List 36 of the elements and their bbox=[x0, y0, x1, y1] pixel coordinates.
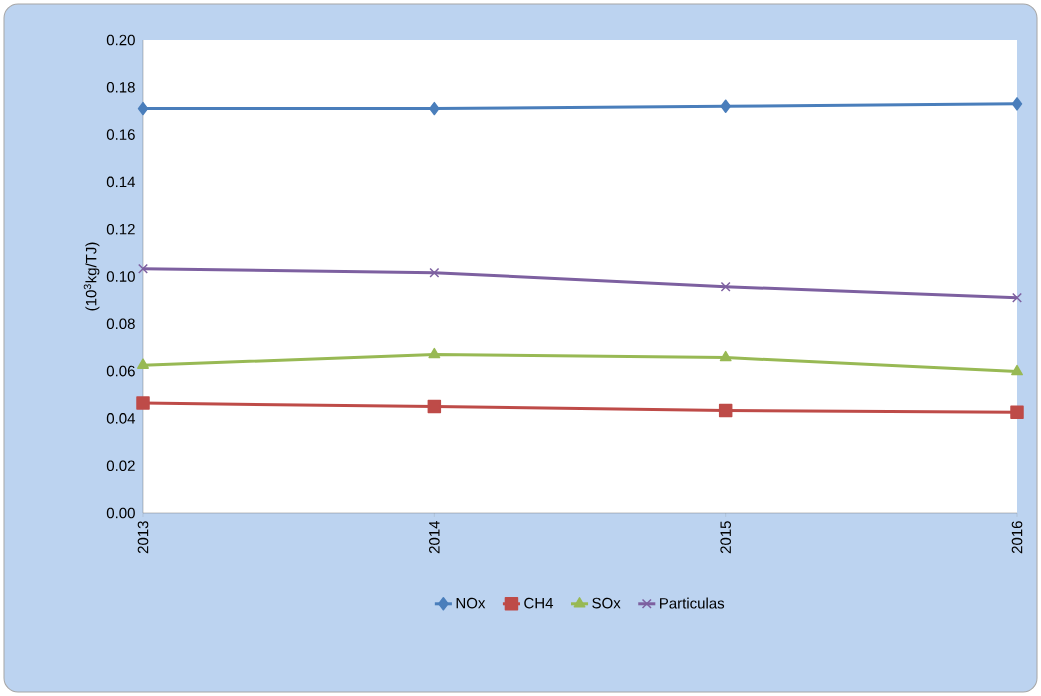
y-tick-label: 0.06 bbox=[106, 365, 135, 377]
x-tick-label: 2015 bbox=[720, 521, 731, 554]
y-tick-label: 0.02 bbox=[106, 460, 135, 471]
legend-label: CH4 bbox=[524, 597, 554, 609]
y-tick-label: 0.12 bbox=[106, 223, 135, 235]
point bbox=[427, 399, 442, 414]
point bbox=[137, 101, 149, 116]
point bbox=[1011, 364, 1023, 376]
point bbox=[1011, 97, 1023, 111]
point bbox=[429, 101, 440, 116]
point bbox=[718, 403, 733, 418]
y-tick-label: 0.16 bbox=[106, 129, 135, 140]
point bbox=[138, 263, 148, 274]
y-tick-label: 0.04 bbox=[106, 413, 136, 424]
x-tick-label: 2013 bbox=[137, 521, 149, 554]
point bbox=[428, 347, 441, 359]
point bbox=[137, 358, 149, 369]
legend-label: Particulas bbox=[660, 597, 725, 609]
y-axis-title: (10$^{3}$kg/TJ) bbox=[83, 242, 100, 311]
point bbox=[719, 350, 732, 362]
point bbox=[429, 267, 440, 278]
y-tick-label: 0.18 bbox=[106, 81, 135, 93]
point bbox=[720, 99, 731, 113]
legend-label: NOx bbox=[456, 597, 486, 609]
y-tick-label: 0.08 bbox=[106, 318, 135, 330]
x-tick-label: 2014 bbox=[429, 520, 440, 554]
x-tick-label: 2016 bbox=[1011, 521, 1023, 554]
y-tick-label: 0.20 bbox=[106, 34, 135, 46]
y-tick-label: 0.00 bbox=[106, 507, 135, 519]
point bbox=[136, 396, 150, 410]
legend-label: SOx bbox=[592, 597, 621, 609]
point bbox=[1010, 405, 1024, 419]
point bbox=[720, 281, 731, 292]
y-tick-label: 0.10 bbox=[106, 271, 135, 282]
y-tick-label: 0.14 bbox=[106, 176, 136, 188]
point bbox=[1012, 292, 1022, 303]
